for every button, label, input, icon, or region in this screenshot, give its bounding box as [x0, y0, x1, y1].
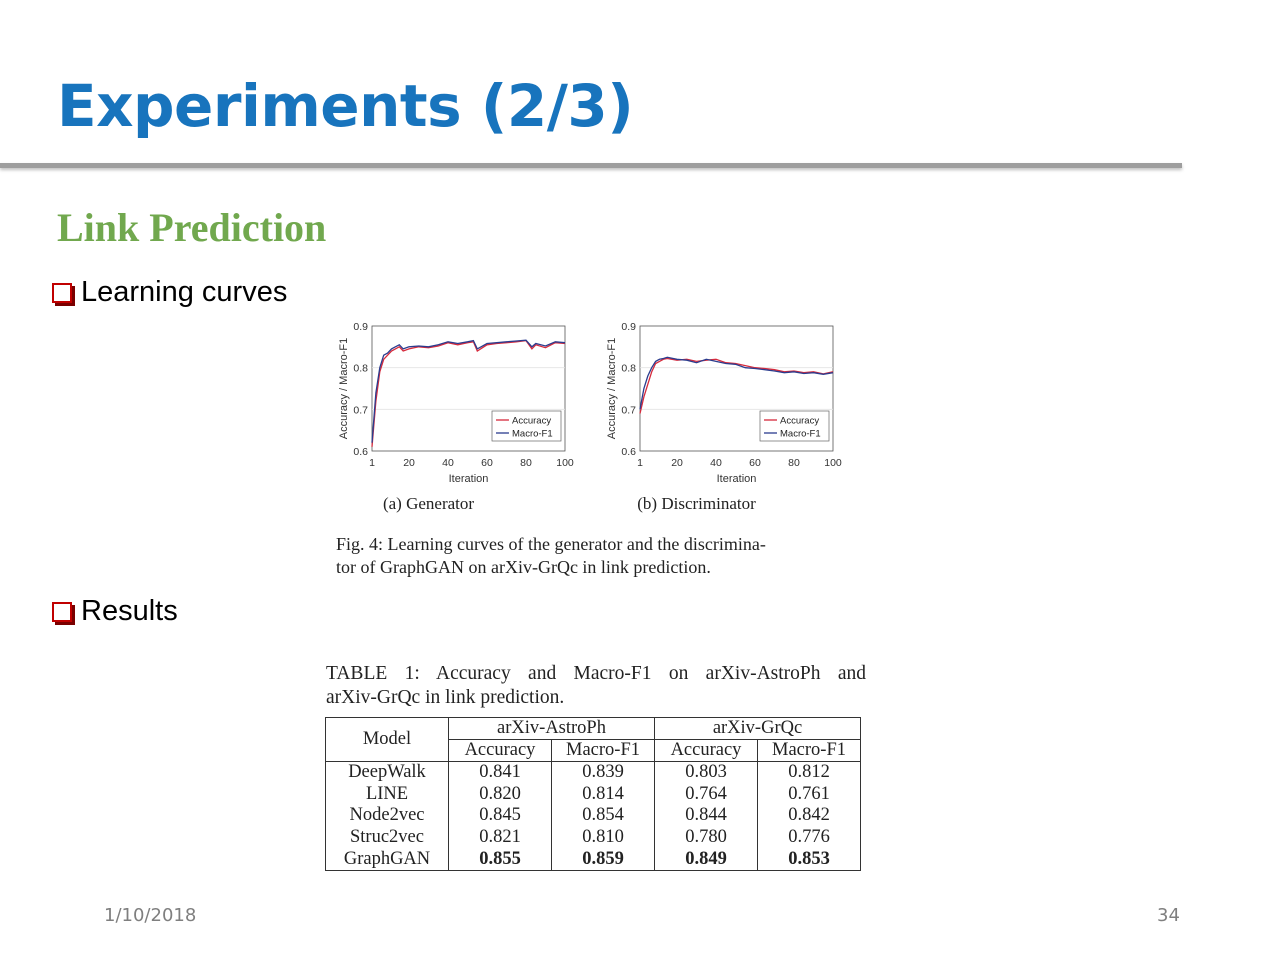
- value-cell: 0.814: [551, 783, 655, 806]
- chart-panel: 0.6 0.7 0.8 0.9 1 20 40 60 80 100 Iteration Accurac…: [606, 321, 842, 513]
- x-tick-label: 60: [749, 457, 761, 469]
- x-tick-label: 80: [520, 457, 532, 469]
- y-tick-label: 0.9: [621, 321, 636, 333]
- slide-subtitle: Link Prediction: [57, 205, 327, 250]
- model-cell: DeepWalk: [325, 761, 449, 784]
- x-axis-label: Iteration: [449, 473, 489, 485]
- value-cell: 0.855: [448, 848, 552, 871]
- y-tick-label: 0.9: [353, 321, 368, 333]
- legend-entry: Accuracy: [780, 416, 819, 427]
- sub-header: Macro-F1: [757, 739, 861, 762]
- bullet-results: Results: [52, 595, 178, 628]
- value-cell: 0.820: [448, 783, 552, 806]
- table-row: LINE 0.820 0.814 0.764 0.761: [325, 783, 861, 806]
- group-header-astroph: arXiv-AstroPh: [448, 717, 655, 740]
- bullet-learning-curves: Learning curves: [52, 276, 287, 309]
- bullet-text: Learning curves: [81, 276, 288, 308]
- x-axis-label: Iteration: [717, 473, 757, 485]
- x-tick-label: 20: [403, 457, 415, 469]
- x-tick-label: 40: [442, 457, 454, 469]
- x-tick-label: 80: [788, 457, 800, 469]
- value-cell: 0.812: [757, 761, 861, 784]
- x-tick-label: 100: [824, 457, 842, 469]
- value-cell: 0.841: [448, 761, 552, 784]
- y-tick-label: 0.8: [353, 363, 368, 375]
- y-tick-label: 0.8: [621, 363, 636, 375]
- y-tick-label: 0.7: [621, 404, 636, 416]
- x-tick-label: 40: [710, 457, 722, 469]
- y-axis-label: Accuracy / Macro-F1: [606, 338, 618, 439]
- slide-title: Experiments (2/3): [57, 72, 634, 140]
- value-cell: 0.764: [654, 783, 758, 806]
- legend-entry: Macro-F1: [780, 429, 821, 440]
- value-cell: 0.810: [551, 826, 655, 849]
- learning-curves-figure: 0.6 0.7 0.8 0.9 1 20 40 60 80 100 Iteration Accurac…: [338, 321, 842, 513]
- legend-entry: Accuracy: [512, 416, 551, 427]
- value-cell: 0.854: [551, 805, 655, 827]
- figure-caption-line: tor of GraphGAN on arXiv-GrQc in link pr…: [336, 557, 711, 577]
- chart-panel: 0.6 0.7 0.8 0.9 1 20 40 60 80 100 Iteration Accurac…: [338, 321, 574, 513]
- x-tick-label: 20: [671, 457, 683, 469]
- figure-caption-line: Fig. 4: Learning curves of the generator…: [336, 534, 766, 554]
- legend-box: [759, 410, 830, 442]
- y-tick-label: 0.7: [353, 404, 368, 416]
- table-caption: TABLE 1: Accuracy and Macro-F1 on arXiv-…: [326, 662, 866, 710]
- legend-entry: Macro-F1: [512, 429, 553, 440]
- model-cell: Node2vec: [325, 805, 449, 827]
- value-cell: 0.849: [654, 848, 758, 871]
- sub-header: Accuracy: [448, 739, 552, 762]
- series-line-1: [371, 339, 566, 443]
- value-cell: 0.859: [551, 848, 655, 871]
- table-caption-line: arXiv-GrQc in link prediction.: [326, 687, 565, 708]
- value-cell: 0.842: [757, 805, 861, 827]
- y-tick-label: 0.6: [621, 446, 636, 458]
- results-table: Model arXiv-AstroPh arXiv-GrQc Accuracy …: [325, 717, 861, 871]
- title-divider: [0, 163, 1182, 168]
- table-row: DeepWalk 0.841 0.839 0.803 0.812: [325, 761, 861, 784]
- figure-caption: Fig. 4: Learning curves of the generator…: [336, 533, 856, 579]
- y-tick-label: 0.6: [353, 446, 368, 458]
- value-cell: 0.844: [654, 805, 758, 827]
- value-cell: 0.853: [757, 848, 861, 871]
- model-cell: LINE: [325, 783, 449, 806]
- model-cell: Struc2vec: [325, 826, 449, 849]
- checkbox-bullet-icon: [52, 282, 72, 303]
- sub-header: Accuracy: [654, 739, 758, 762]
- value-cell: 0.845: [448, 805, 552, 827]
- bullet-text: Results: [81, 595, 178, 627]
- checkbox-bullet-icon: [52, 601, 72, 622]
- panel-caption: (b) Discriminator: [637, 494, 756, 513]
- table-caption-line: TABLE 1: Accuracy and Macro-F1 on arXiv-…: [326, 663, 866, 684]
- series-line-0: [639, 357, 834, 414]
- panel-caption: (a) Generator: [383, 494, 474, 513]
- y-axis-label: Accuracy / Macro-F1: [338, 338, 350, 439]
- sub-header: Macro-F1: [551, 739, 655, 762]
- value-cell: 0.761: [757, 783, 861, 806]
- table-row: Node2vec 0.845 0.854 0.844 0.842: [325, 805, 861, 827]
- x-tick-label: 1: [369, 457, 375, 469]
- model-cell: GraphGAN: [325, 848, 449, 871]
- value-cell: 0.780: [654, 826, 758, 849]
- series-line-0: [371, 339, 566, 447]
- x-tick-label: 60: [481, 457, 493, 469]
- footer-date: 1/10/2018: [104, 905, 197, 926]
- value-cell: 0.821: [448, 826, 552, 849]
- legend-box: [491, 410, 562, 442]
- x-tick-label: 100: [556, 457, 574, 469]
- x-tick-label: 1: [637, 457, 643, 469]
- table-row: GraphGAN 0.855 0.859 0.849 0.853: [325, 848, 861, 871]
- value-cell: 0.839: [551, 761, 655, 784]
- value-cell: 0.776: [757, 826, 861, 849]
- group-header-grqc: arXiv-GrQc: [654, 717, 861, 740]
- table-row: Struc2vec 0.821 0.810 0.780 0.776: [325, 826, 861, 849]
- page-number: 34: [1157, 905, 1180, 926]
- value-cell: 0.803: [654, 761, 758, 784]
- model-header: Model: [325, 717, 449, 762]
- series-line-1: [639, 356, 834, 410]
